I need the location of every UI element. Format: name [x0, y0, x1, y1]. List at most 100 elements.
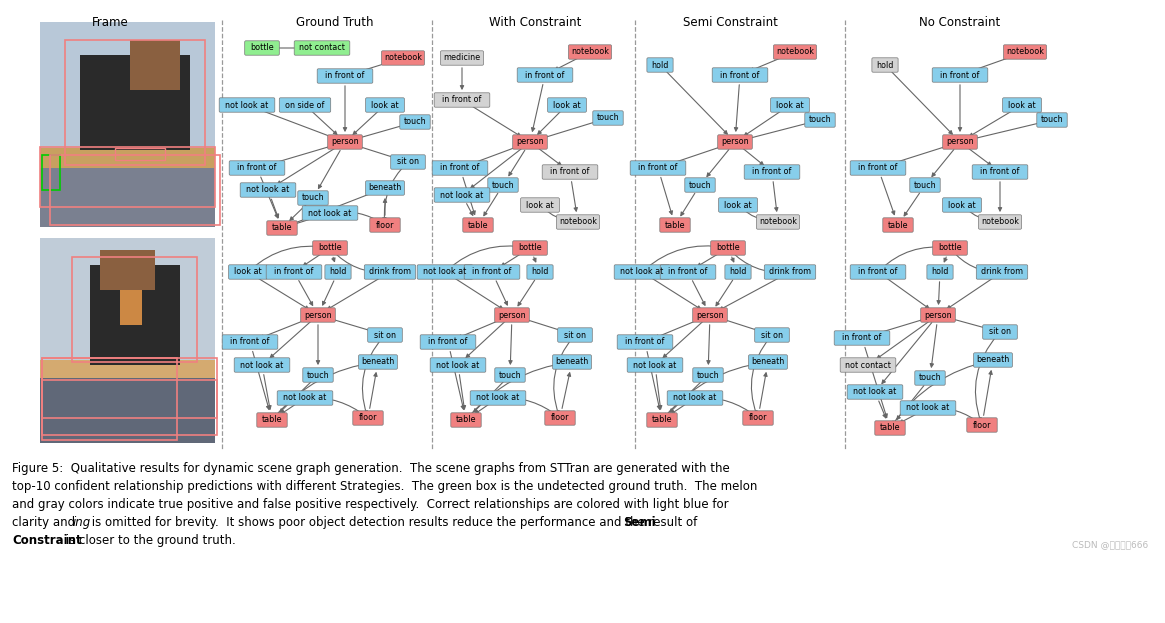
Text: not look at: not look at: [634, 361, 677, 369]
FancyBboxPatch shape: [974, 353, 1012, 367]
Bar: [40, 148, 216, 168]
FancyBboxPatch shape: [875, 421, 905, 435]
Text: floor: floor: [376, 221, 394, 229]
Text: sit on: sit on: [397, 158, 419, 166]
FancyBboxPatch shape: [527, 265, 553, 279]
FancyBboxPatch shape: [942, 135, 977, 149]
FancyBboxPatch shape: [463, 218, 493, 232]
Text: look at: look at: [948, 201, 976, 209]
Text: is closer to the ground truth.: is closer to the ground truth.: [63, 534, 236, 547]
Text: clarity and: clarity and: [12, 516, 79, 529]
Text: Constraint: Constraint: [12, 534, 82, 547]
FancyBboxPatch shape: [1037, 113, 1067, 127]
Text: notebook: notebook: [776, 47, 814, 57]
FancyBboxPatch shape: [718, 135, 753, 149]
FancyBboxPatch shape: [513, 241, 548, 255]
FancyBboxPatch shape: [327, 135, 362, 149]
FancyBboxPatch shape: [228, 265, 268, 279]
FancyBboxPatch shape: [325, 265, 351, 279]
FancyBboxPatch shape: [668, 391, 722, 405]
Text: in front of: in front of: [859, 267, 898, 277]
Text: sit on: sit on: [761, 330, 783, 340]
Text: and gray colors indicate true positive and false positive respectively.  Correct: and gray colors indicate true positive a…: [12, 498, 728, 511]
Text: hold: hold: [651, 60, 669, 70]
Bar: [120, 290, 142, 325]
Bar: [42, 155, 61, 190]
FancyBboxPatch shape: [366, 98, 404, 112]
FancyBboxPatch shape: [230, 161, 284, 175]
Text: touch: touch: [404, 118, 426, 126]
Bar: [40, 168, 216, 227]
FancyBboxPatch shape: [240, 183, 296, 197]
FancyBboxPatch shape: [390, 155, 425, 169]
FancyBboxPatch shape: [915, 371, 945, 385]
Text: in front of: in front of: [842, 333, 882, 343]
FancyBboxPatch shape: [302, 206, 358, 220]
Text: touch: touch: [1040, 115, 1064, 125]
Text: notebook: notebook: [571, 47, 609, 57]
Text: in front of: in front of: [669, 267, 707, 277]
Text: not look at: not look at: [621, 267, 664, 277]
Text: person: person: [924, 310, 952, 320]
Text: table: table: [651, 416, 672, 424]
Text: person: person: [946, 138, 974, 146]
FancyBboxPatch shape: [369, 218, 401, 232]
Text: touch: touch: [306, 371, 330, 379]
Text: in front of: in front of: [753, 168, 792, 176]
FancyBboxPatch shape: [744, 165, 800, 179]
Text: bottle: bottle: [518, 244, 542, 252]
Text: top-10 confident relationship predictions with different Strategies.  The green : top-10 confident relationship prediction…: [12, 480, 757, 493]
FancyBboxPatch shape: [435, 93, 489, 107]
Text: in front of: in front of: [980, 168, 1019, 176]
FancyBboxPatch shape: [219, 98, 275, 112]
Text: look at: look at: [527, 201, 553, 209]
FancyBboxPatch shape: [1003, 98, 1042, 112]
FancyBboxPatch shape: [267, 221, 297, 235]
Text: table: table: [271, 224, 292, 232]
Text: beneath: beneath: [361, 358, 395, 366]
Text: ing: ing: [72, 516, 91, 529]
FancyBboxPatch shape: [756, 215, 799, 229]
FancyBboxPatch shape: [295, 40, 350, 55]
Text: table: table: [468, 221, 488, 229]
FancyBboxPatch shape: [967, 418, 997, 432]
FancyBboxPatch shape: [513, 135, 548, 149]
Bar: [50, 155, 220, 225]
FancyBboxPatch shape: [743, 411, 774, 426]
Bar: [40, 22, 216, 227]
Text: not look at: not look at: [906, 404, 949, 412]
Text: not contact: not contact: [299, 44, 345, 52]
Text: floor: floor: [973, 421, 991, 429]
Text: look at: look at: [1008, 100, 1036, 110]
Text: in front of: in front of: [525, 70, 565, 80]
Text: look at: look at: [725, 201, 751, 209]
Text: drink from: drink from: [769, 267, 811, 277]
Text: bottle: bottle: [250, 44, 274, 52]
FancyBboxPatch shape: [400, 115, 430, 129]
FancyBboxPatch shape: [647, 413, 677, 427]
Text: notebook: notebook: [1007, 47, 1044, 57]
FancyBboxPatch shape: [266, 265, 322, 279]
FancyBboxPatch shape: [712, 68, 768, 82]
Bar: [42, 380, 217, 435]
FancyBboxPatch shape: [464, 265, 520, 279]
FancyBboxPatch shape: [557, 215, 600, 229]
FancyBboxPatch shape: [979, 215, 1022, 229]
Text: notebook: notebook: [760, 217, 797, 227]
FancyBboxPatch shape: [517, 68, 573, 82]
FancyBboxPatch shape: [770, 98, 810, 112]
FancyBboxPatch shape: [630, 161, 686, 175]
Text: drink from: drink from: [369, 267, 411, 277]
FancyBboxPatch shape: [430, 358, 486, 372]
FancyBboxPatch shape: [552, 355, 592, 369]
FancyBboxPatch shape: [805, 113, 835, 127]
FancyBboxPatch shape: [627, 358, 683, 372]
FancyBboxPatch shape: [901, 401, 955, 415]
FancyBboxPatch shape: [417, 265, 473, 279]
Text: Ground Truth: Ground Truth: [296, 16, 374, 29]
Text: in front of: in front of: [238, 163, 277, 173]
Text: sit on: sit on: [989, 328, 1011, 336]
Text: hold: hold: [330, 267, 347, 277]
Text: table: table: [888, 221, 909, 229]
Text: With Constraint: With Constraint: [489, 16, 581, 29]
